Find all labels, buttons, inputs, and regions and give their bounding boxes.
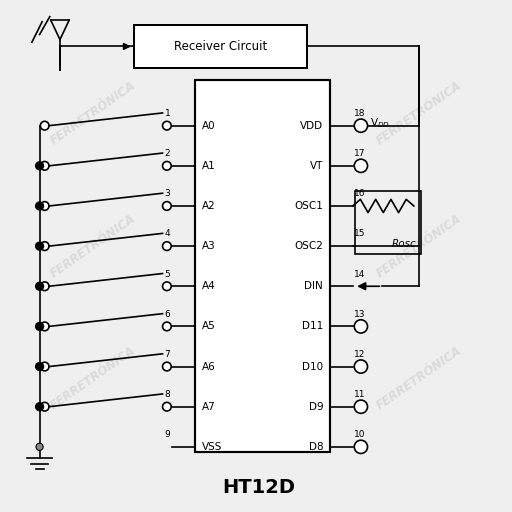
Circle shape: [40, 402, 49, 411]
Text: 16: 16: [354, 189, 366, 198]
Text: VT: VT: [310, 161, 323, 171]
Text: FERRETRÓNICA: FERRETRÓNICA: [48, 344, 138, 413]
Text: A1: A1: [202, 161, 215, 171]
Text: FERRETRÓNICA: FERRETRÓNICA: [48, 211, 138, 280]
Text: 12: 12: [354, 350, 366, 359]
Circle shape: [40, 282, 49, 291]
Circle shape: [36, 443, 43, 451]
Circle shape: [162, 362, 171, 371]
Circle shape: [40, 242, 49, 250]
Text: 15: 15: [354, 229, 366, 239]
Text: D9: D9: [309, 402, 323, 412]
Text: 10: 10: [354, 430, 366, 439]
Text: FERRETRÓNICA: FERRETRÓNICA: [374, 344, 464, 413]
Text: 17: 17: [354, 149, 366, 158]
Text: Receiver Circuit: Receiver Circuit: [174, 40, 267, 53]
Circle shape: [35, 323, 44, 330]
Text: HT12D: HT12D: [222, 478, 295, 497]
Text: OSC1: OSC1: [294, 201, 323, 211]
Circle shape: [162, 161, 171, 170]
Text: VSS: VSS: [202, 442, 222, 452]
Text: 7: 7: [165, 350, 170, 359]
Circle shape: [354, 360, 368, 373]
Text: FERRETRÓNICA: FERRETRÓNICA: [211, 344, 301, 413]
Circle shape: [162, 121, 171, 130]
Text: Rosc: Rosc: [392, 239, 416, 248]
Circle shape: [35, 362, 44, 371]
Text: A4: A4: [202, 281, 215, 291]
Text: 1: 1: [165, 109, 170, 118]
Circle shape: [35, 242, 44, 250]
Text: 3: 3: [165, 189, 170, 198]
Text: A5: A5: [202, 322, 215, 331]
Circle shape: [35, 162, 44, 170]
Circle shape: [35, 202, 44, 210]
Text: A6: A6: [202, 361, 215, 372]
Text: FERRETRÓNICA: FERRETRÓNICA: [211, 211, 301, 280]
Text: FERRETRÓNICA: FERRETRÓNICA: [48, 79, 138, 147]
Bar: [355, 190, 421, 254]
Circle shape: [354, 119, 368, 132]
Circle shape: [354, 320, 368, 333]
Text: DIN: DIN: [305, 281, 323, 291]
Circle shape: [354, 440, 368, 454]
Circle shape: [162, 242, 171, 250]
Bar: [134, 25, 307, 68]
Text: A0: A0: [202, 121, 215, 131]
Circle shape: [35, 282, 44, 290]
Text: 13: 13: [354, 310, 366, 319]
Text: D11: D11: [302, 322, 323, 331]
Text: 18: 18: [354, 109, 366, 118]
Text: OSC2: OSC2: [294, 241, 323, 251]
Text: D10: D10: [302, 361, 323, 372]
Text: FERRETRÓNICA: FERRETRÓNICA: [211, 79, 301, 147]
Bar: [195, 80, 330, 452]
Circle shape: [162, 282, 171, 291]
Text: 9: 9: [165, 430, 170, 439]
Circle shape: [40, 362, 49, 371]
Text: FERRETRÓNICA: FERRETRÓNICA: [374, 79, 464, 147]
Text: FERRETRÓNICA: FERRETRÓNICA: [374, 211, 464, 280]
Text: A3: A3: [202, 241, 215, 251]
Text: 6: 6: [165, 310, 170, 319]
Circle shape: [40, 322, 49, 331]
Text: 2: 2: [165, 149, 170, 158]
Circle shape: [40, 202, 49, 210]
Text: 8: 8: [165, 390, 170, 399]
Text: V$_{DD}$: V$_{DD}$: [370, 116, 390, 130]
Text: 4: 4: [165, 229, 170, 239]
Text: A2: A2: [202, 201, 215, 211]
Circle shape: [162, 202, 171, 210]
Circle shape: [162, 322, 171, 331]
Circle shape: [40, 121, 49, 130]
Text: D8: D8: [309, 442, 323, 452]
Text: 5: 5: [165, 270, 170, 279]
Circle shape: [35, 402, 44, 411]
Circle shape: [162, 402, 171, 411]
Circle shape: [354, 400, 368, 413]
Text: 11: 11: [354, 390, 366, 399]
Text: VDD: VDD: [300, 121, 323, 131]
Text: 14: 14: [354, 270, 366, 279]
Text: A7: A7: [202, 402, 215, 412]
Circle shape: [40, 161, 49, 170]
Circle shape: [354, 159, 368, 173]
